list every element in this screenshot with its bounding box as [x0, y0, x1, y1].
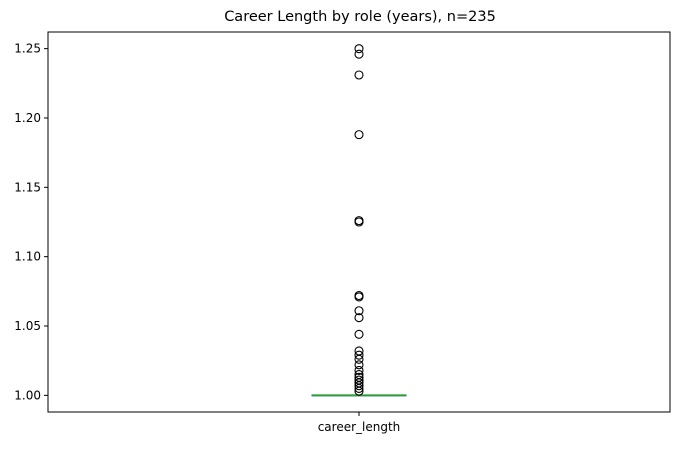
outlier-point: [354, 49, 364, 59]
chart-title: Career Length by role (years), n=235: [224, 9, 496, 25]
outlier-point: [354, 365, 364, 375]
y-tick-label: 1.25: [14, 42, 41, 56]
outlier-point: [354, 130, 364, 140]
y-tick-label: 1.10: [14, 250, 41, 264]
outlier-point: [354, 383, 364, 393]
y-tick-label: 1.05: [14, 319, 41, 333]
x-tick-label: career_length: [318, 420, 401, 434]
outlier-point: [354, 360, 364, 370]
y-tick-label: 1.00: [14, 388, 41, 402]
outlier-point: [354, 70, 364, 80]
outlier-point: [354, 44, 364, 54]
y-tick-label: 1.15: [14, 180, 41, 194]
outlier-point: [354, 354, 364, 364]
outlier-point: [354, 350, 364, 360]
outlier-point: [354, 313, 364, 323]
outlier-point: [354, 386, 364, 396]
outlier-point: [354, 306, 364, 316]
outlier-point: [354, 329, 364, 339]
plot-area: [311, 44, 407, 397]
outlier-point: [354, 217, 364, 227]
outlier-point: [354, 292, 364, 302]
y-tick-label: 1.20: [14, 111, 41, 125]
outlier-point: [354, 381, 364, 391]
